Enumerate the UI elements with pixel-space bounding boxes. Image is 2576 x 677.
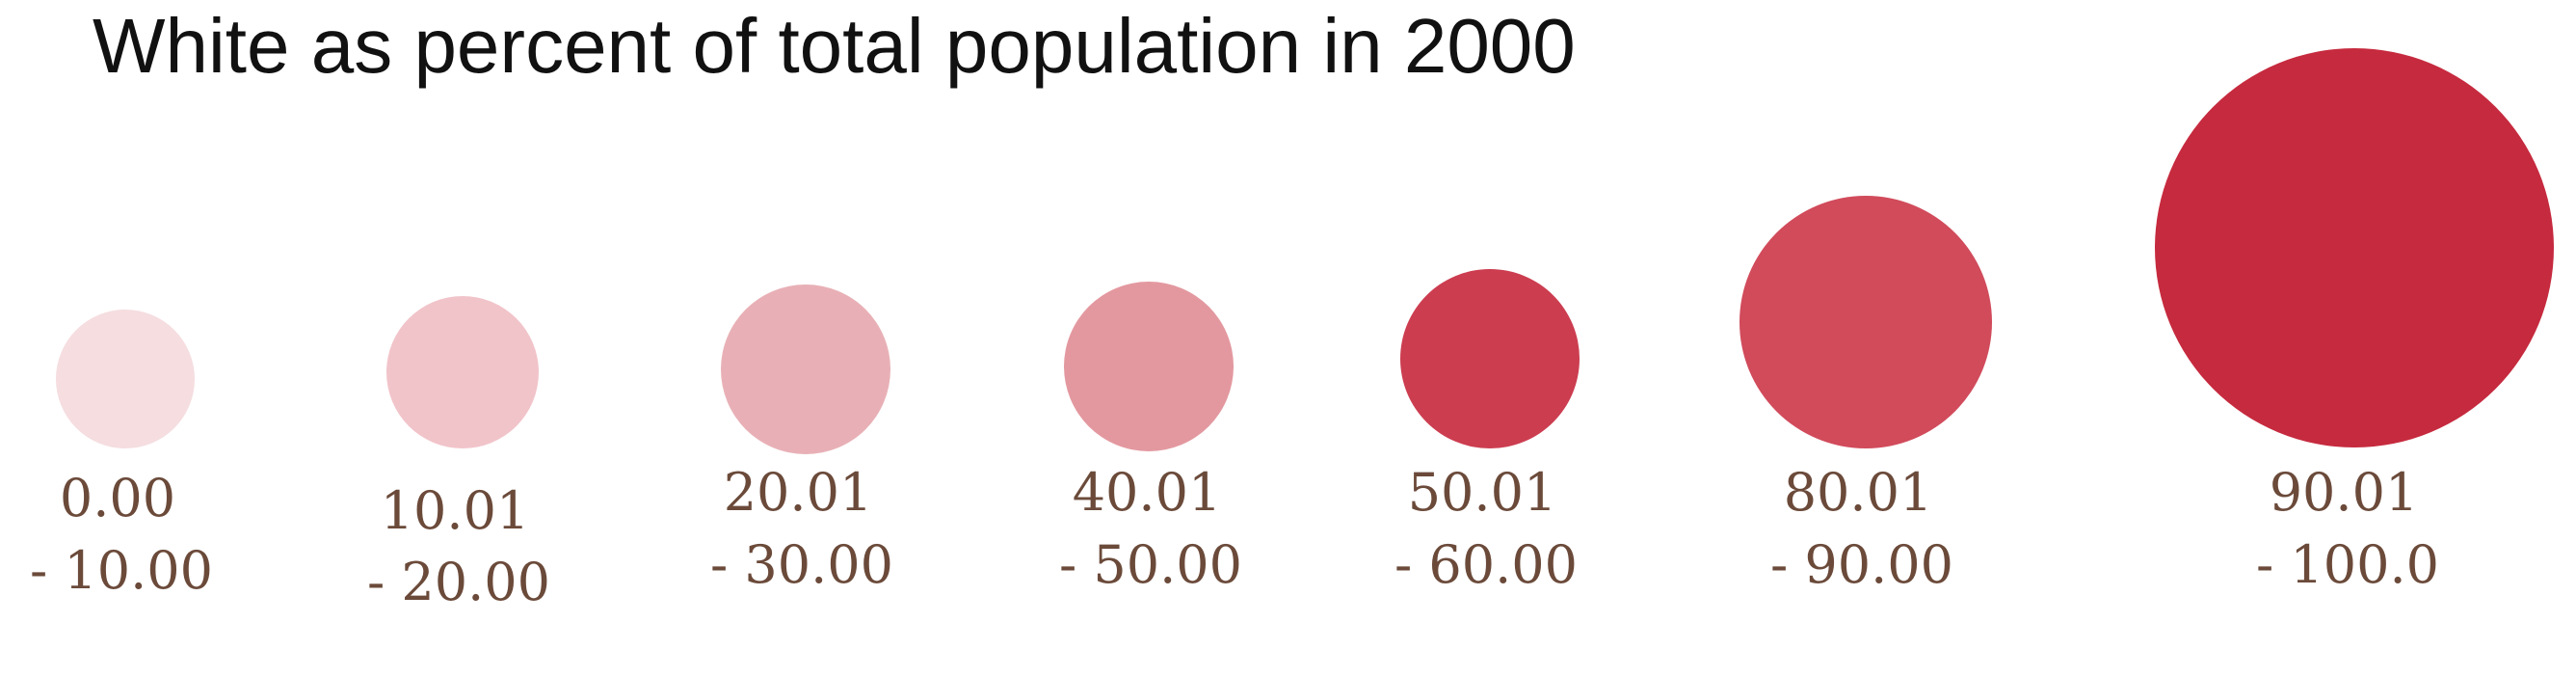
range-end-label: - 100.0	[2256, 534, 2439, 595]
legend-circle	[1400, 269, 1580, 448]
legend-item: 90.01 - 100.0	[2155, 48, 2554, 595]
legend-item: 80.01 - 90.00	[1739, 196, 1992, 595]
chart-title: White as percent of total population in …	[93, 3, 1576, 89]
legend-circle	[1739, 196, 1992, 448]
range-end-label: - 50.00	[1059, 534, 1242, 595]
legend-item: 10.01 - 20.00	[367, 296, 550, 612]
range-end-label: - 30.00	[710, 534, 893, 595]
legend-item: 20.01 - 30.00	[710, 284, 893, 595]
legend-circle	[56, 310, 195, 448]
range-start-label: 80.01	[1784, 462, 1933, 523]
legend-items: 0.00 - 10.00 10.01 - 20.00 20.01 - 30.00 40.01…	[30, 48, 2554, 612]
legend-item: 50.01 - 60.00	[1394, 269, 1580, 595]
range-end-label: - 90.00	[1770, 534, 1953, 595]
range-end-label: - 10.00	[30, 540, 213, 601]
range-start-label: 40.01	[1073, 462, 1222, 523]
range-start-label: 10.01	[381, 480, 530, 541]
range-start-label: 0.00	[60, 468, 175, 528]
legend-circle	[721, 284, 890, 454]
range-start-label: 20.01	[724, 462, 873, 523]
legend-circle	[1064, 282, 1234, 451]
legend-item: 0.00 - 10.00	[30, 310, 213, 601]
legend-circle	[2155, 48, 2554, 447]
range-end-label: - 20.00	[367, 552, 550, 612]
range-start-label: 90.01	[2270, 462, 2419, 523]
legend-circle	[386, 296, 539, 448]
range-start-label: 50.01	[1408, 462, 1557, 523]
range-end-label: - 60.00	[1394, 534, 1578, 595]
legend-item: 40.01 - 50.00	[1059, 282, 1242, 595]
